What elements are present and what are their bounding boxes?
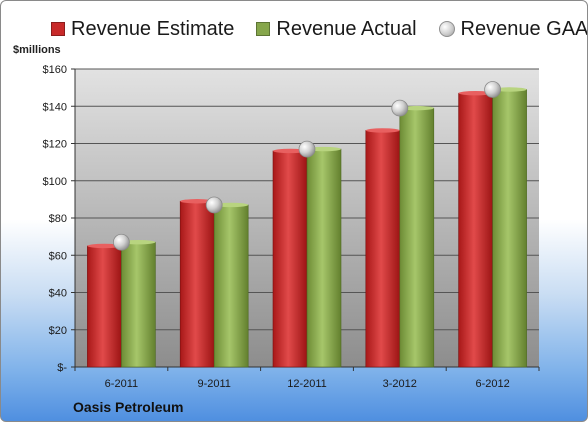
bar-revenue-estimate (458, 92, 493, 368)
legend-item-revenue-actual: Revenue Actual (256, 17, 417, 41)
bar-revenue-actual (399, 107, 435, 368)
bar-top-revenue-actual (214, 202, 249, 208)
y-tick-label: $- (57, 362, 67, 374)
x-tick-label: 6-2012 (475, 378, 509, 390)
legend-item-revenue-gaap: Revenue GAAP (438, 17, 588, 41)
bar-revenue-actual (213, 204, 249, 368)
bar-top-revenue-estimate (180, 199, 215, 204)
legend: Revenue Estimate Revenue Actual Revenue … (51, 15, 587, 43)
bar-top-revenue-actual (307, 146, 341, 152)
y-tick-label: $80 (49, 213, 67, 225)
bar-revenue-estimate (365, 130, 401, 368)
y-tick-label: $20 (49, 325, 67, 337)
bar-top-revenue-actual (399, 105, 434, 111)
legend-label-revenue-actual: Revenue Actual (276, 17, 417, 40)
y-tick-label: $120 (43, 139, 67, 151)
y-tick-label: $160 (43, 64, 67, 76)
marker-revenue-gaap (298, 140, 316, 158)
plot-area: $- $20 $40 $60 $80 $100 $120 $140 $160 6-2011 9-20… (43, 64, 540, 390)
bar-top-revenue-estimate (87, 243, 122, 249)
marker-revenue-gaap (113, 233, 130, 251)
bar-top-revenue-estimate (365, 128, 400, 133)
bar-revenue-estimate (272, 150, 308, 368)
y-tick-label: $60 (49, 250, 67, 262)
y-axis-unit-label: $millions (13, 44, 61, 56)
marker-revenue-gaap (205, 196, 223, 214)
legend-swatch-revenue-gaap (438, 21, 455, 37)
bar-revenue-actual (306, 148, 342, 368)
marker-revenue-gaap (391, 99, 409, 117)
bar-top-revenue-actual (492, 87, 527, 92)
legend-swatch-revenue-actual (256, 22, 271, 36)
y-tick-label: $100 (43, 176, 67, 188)
bar-top-revenue-actual (121, 240, 156, 245)
bar-top-revenue-estimate (458, 91, 493, 96)
bar-top-revenue-estimate (273, 148, 307, 154)
y-tick-label: $40 (49, 288, 67, 300)
x-tick-label: 3-2012 (383, 378, 417, 390)
legend-label-revenue-gaap: Revenue GAAP (460, 17, 588, 40)
legend-item-revenue-estimate: Revenue Estimate (51, 18, 234, 41)
bar-revenue-estimate (87, 245, 122, 368)
legend-swatch-revenue-estimate (51, 22, 65, 36)
bar-revenue-actual (121, 241, 156, 368)
x-tick-label: 6-2011 (105, 378, 138, 390)
x-tick-label: 12-2011 (287, 378, 327, 390)
bar-revenue-estimate (179, 200, 215, 368)
legend-label-revenue-estimate: Revenue Estimate (71, 17, 235, 40)
company-name: Oasis Petroleum (73, 399, 184, 415)
x-tick-label: 9-2011 (197, 378, 230, 390)
y-tick-label: $140 (43, 101, 67, 113)
bar-revenue-actual (492, 89, 527, 368)
marker-revenue-gaap (484, 81, 502, 98)
